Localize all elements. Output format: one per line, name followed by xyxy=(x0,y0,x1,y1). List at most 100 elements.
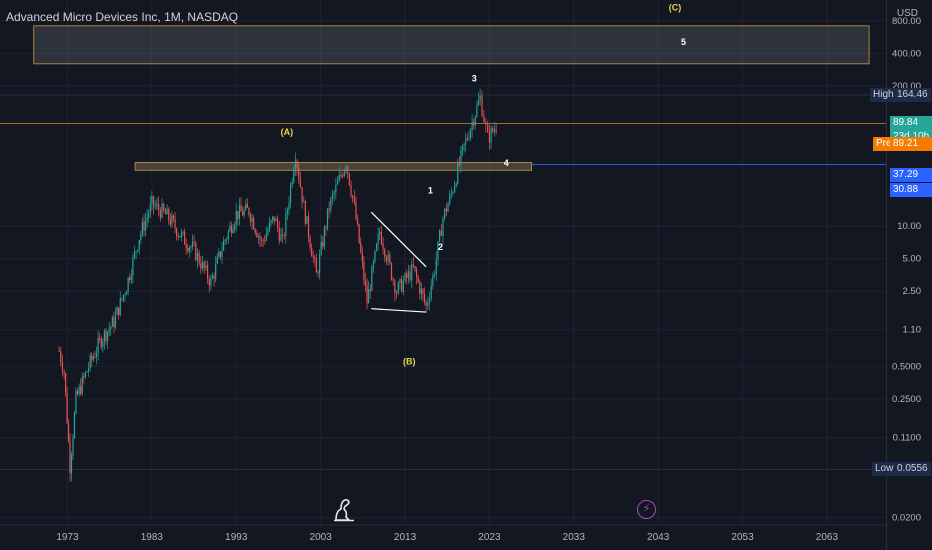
candle-body xyxy=(326,208,329,229)
candle-body xyxy=(430,285,432,299)
low-label: Low xyxy=(872,462,897,477)
wave-label: 3 xyxy=(472,73,477,83)
candle-body xyxy=(251,218,253,222)
candle-body xyxy=(179,236,181,238)
candle-body xyxy=(148,213,150,218)
candle-body xyxy=(86,371,88,373)
candle-body xyxy=(88,368,90,372)
candle-body xyxy=(61,361,64,372)
candle-body xyxy=(72,437,74,456)
candle-body xyxy=(63,371,65,373)
candle-body xyxy=(341,175,344,177)
candle-body xyxy=(463,143,465,146)
candle-body xyxy=(493,129,496,132)
candle-body xyxy=(219,251,222,258)
price-zone-1 xyxy=(33,25,870,65)
candle-body xyxy=(190,246,192,248)
x-tick-label: 2043 xyxy=(647,532,670,543)
candle-body xyxy=(301,187,303,203)
candle-body xyxy=(377,234,379,244)
candle-body xyxy=(235,211,237,225)
candle-body xyxy=(440,230,442,236)
candle-body xyxy=(401,279,403,292)
candle-body xyxy=(419,282,421,294)
candle-body xyxy=(193,242,195,243)
candle-body xyxy=(425,301,427,306)
candle-body xyxy=(309,237,311,248)
candle-body xyxy=(307,216,310,238)
candle-body xyxy=(113,317,115,328)
candle-body xyxy=(372,261,374,268)
candle-body xyxy=(146,217,148,221)
candle-body xyxy=(240,204,242,212)
tradingview-logo-icon[interactable] xyxy=(332,496,356,522)
candle-body xyxy=(114,314,117,328)
y-tick-label: 0.1100 xyxy=(893,433,921,444)
candle-body xyxy=(490,128,492,143)
candle-body xyxy=(66,392,68,424)
candle-body xyxy=(457,162,459,184)
candle-body xyxy=(420,289,422,294)
candle-body xyxy=(99,338,101,340)
candle-body xyxy=(69,441,71,474)
candle-body xyxy=(382,243,384,250)
x-tick-label: 2033 xyxy=(563,532,586,543)
candle-body xyxy=(323,227,325,247)
candle-body xyxy=(188,247,190,252)
earnings-event-icon[interactable]: ⚡ xyxy=(637,500,656,519)
candle-body xyxy=(140,233,142,240)
candle-body xyxy=(442,218,444,236)
candle-body xyxy=(452,192,454,194)
candle-body xyxy=(180,232,183,238)
candle-body xyxy=(264,240,266,242)
candle-body xyxy=(198,252,200,264)
candle-body xyxy=(435,259,437,275)
candle-body xyxy=(350,184,352,196)
candle-body xyxy=(306,216,308,224)
candle-body xyxy=(469,129,472,139)
candle-body xyxy=(208,278,210,286)
y-tick-label: 0.5000 xyxy=(892,362,921,373)
candle-body xyxy=(392,279,394,281)
candle-body xyxy=(95,353,98,358)
candle-body xyxy=(422,289,424,295)
candle-body xyxy=(60,350,62,362)
candle-body xyxy=(265,234,267,241)
candle-body xyxy=(89,355,91,369)
candle-body xyxy=(280,234,282,241)
wave-label: 1 xyxy=(428,186,433,196)
candle-body xyxy=(226,238,228,240)
candle-body xyxy=(343,170,345,177)
x-tick-label: 2053 xyxy=(731,532,754,543)
candle-body xyxy=(402,281,404,292)
candle-body xyxy=(177,236,179,237)
candle-body xyxy=(395,293,398,295)
candle-body xyxy=(461,145,464,151)
candle-body xyxy=(466,138,468,140)
y-tick-label: 400.00 xyxy=(892,48,921,59)
candle-body xyxy=(103,330,106,342)
candle-body xyxy=(206,265,209,279)
candle-body xyxy=(407,271,410,278)
candle-body xyxy=(492,128,494,132)
candle-body xyxy=(119,298,121,316)
candle-body xyxy=(92,357,94,360)
x-tick-label: 2013 xyxy=(394,532,417,543)
candle-body xyxy=(433,274,436,276)
candle-body xyxy=(76,391,79,395)
candle-body xyxy=(129,277,131,280)
candle-body xyxy=(277,219,279,228)
candle-body xyxy=(230,225,233,233)
candle-body xyxy=(172,215,175,220)
candle-body xyxy=(406,273,408,278)
candle-body xyxy=(384,249,386,258)
candle-body xyxy=(293,170,295,182)
candle-body xyxy=(445,208,447,212)
candle-body xyxy=(203,261,205,269)
candle-body xyxy=(331,194,334,199)
candle-body xyxy=(465,138,467,144)
x-tick-label: 2063 xyxy=(816,532,839,543)
candle-body xyxy=(352,195,354,198)
candle-body xyxy=(91,355,93,360)
